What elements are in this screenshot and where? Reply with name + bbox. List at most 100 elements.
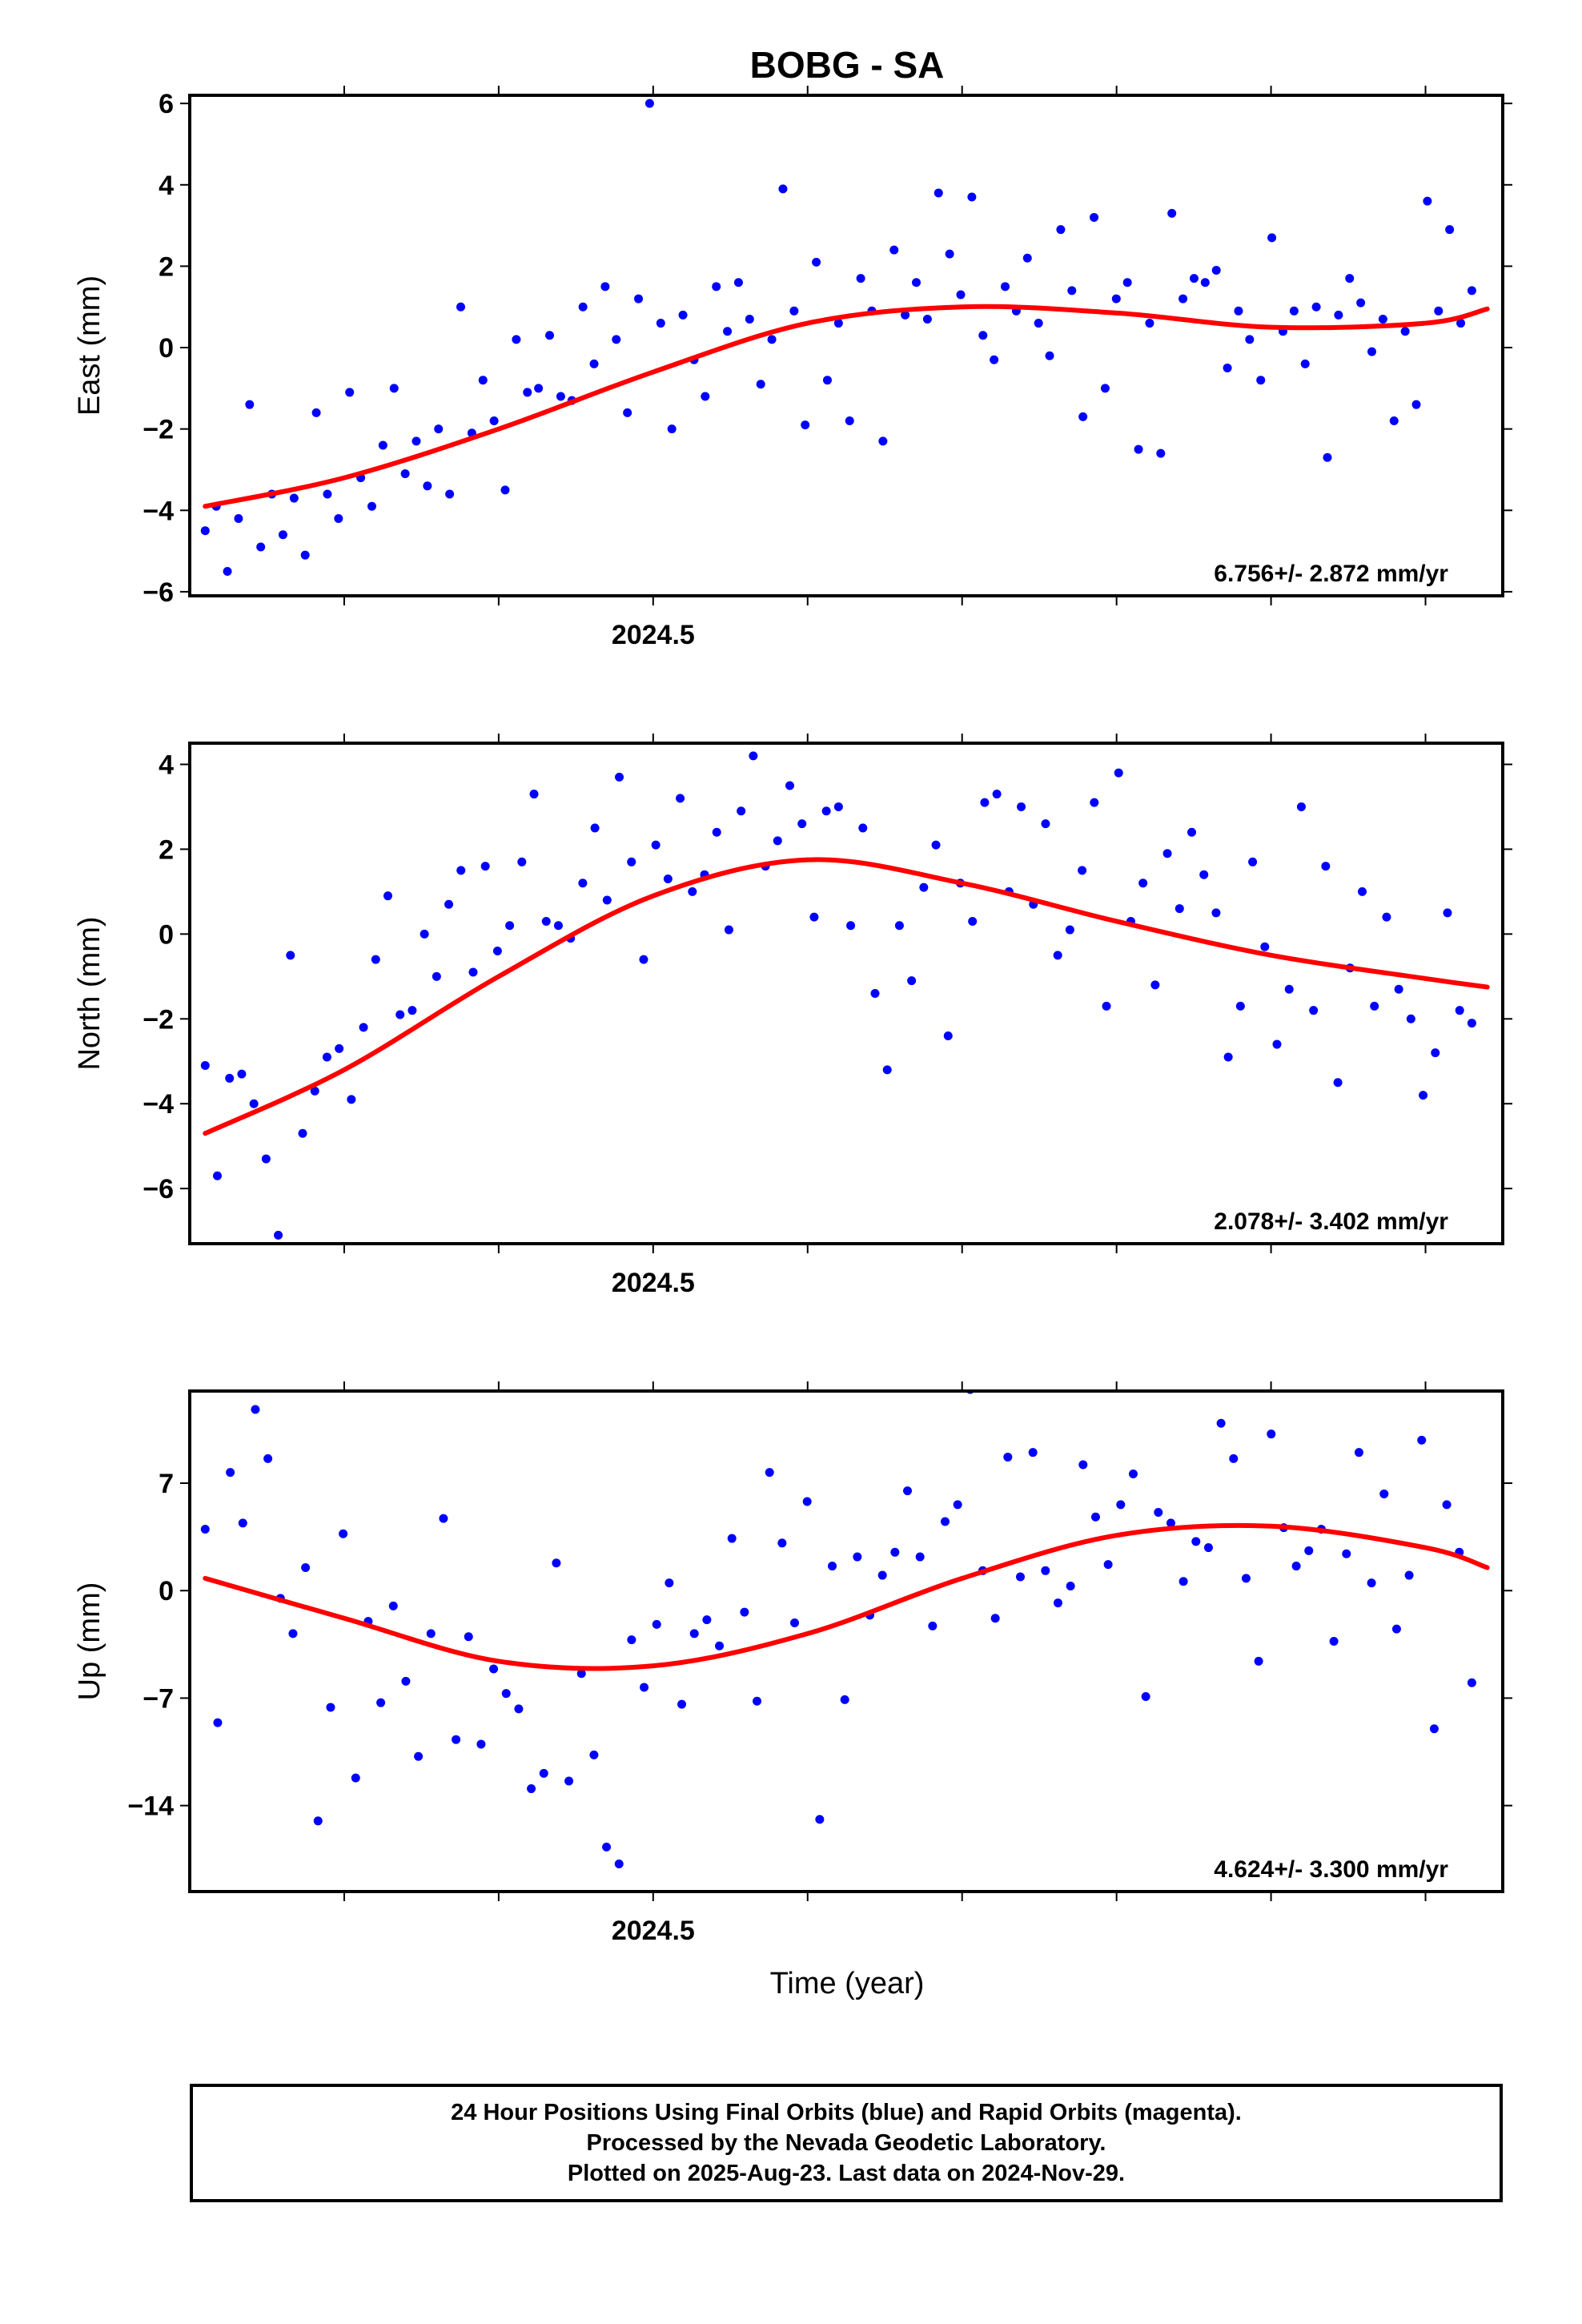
data-point — [322, 1052, 331, 1062]
data-point — [378, 440, 387, 450]
data-point — [990, 355, 999, 364]
data-point — [234, 513, 243, 523]
data-point — [912, 278, 921, 287]
data-point — [1187, 827, 1197, 837]
data-point — [339, 1529, 348, 1538]
x-axis-label: Time (year) — [770, 1967, 925, 2000]
data-point — [978, 331, 988, 340]
data-point — [1090, 798, 1099, 807]
data-point — [656, 319, 665, 328]
data-point — [1256, 376, 1266, 385]
data-point — [1078, 1460, 1088, 1470]
data-point — [1429, 1724, 1439, 1734]
data-point — [956, 290, 966, 300]
data-point — [651, 840, 661, 850]
data-point — [298, 1128, 307, 1138]
data-point — [1456, 319, 1466, 328]
data-point — [1356, 298, 1366, 308]
data-point — [334, 513, 343, 523]
data-point — [1357, 887, 1367, 896]
data-point — [1114, 768, 1123, 778]
data-point — [856, 274, 865, 283]
data-point — [627, 857, 636, 866]
data-point — [1056, 225, 1066, 235]
data-point — [1138, 879, 1148, 888]
data-point — [1296, 802, 1306, 811]
y-tick-label: 4 — [159, 750, 174, 780]
data-point — [809, 912, 819, 922]
data-point — [501, 1689, 511, 1699]
data-point — [919, 883, 929, 892]
data-point — [968, 916, 978, 926]
y-tick-label: 0 — [159, 333, 174, 364]
data-point — [351, 1773, 360, 1783]
y-tick-label: −6 — [143, 577, 174, 608]
data-point — [928, 1621, 938, 1630]
data-point — [1178, 294, 1188, 304]
data-point — [1090, 212, 1099, 222]
data-point — [468, 967, 478, 977]
data-point — [1223, 1052, 1233, 1062]
y-tick-label: −6 — [143, 1174, 174, 1204]
data-point — [1443, 908, 1452, 918]
data-point — [877, 1570, 887, 1580]
data-point — [689, 1629, 699, 1638]
data-point — [1367, 347, 1377, 356]
data-point — [767, 335, 777, 344]
fit-curve — [203, 1522, 1490, 1671]
data-point — [676, 794, 685, 803]
y-tick-label: 4 — [159, 171, 174, 201]
data-point — [715, 1641, 725, 1651]
data-point — [492, 947, 502, 956]
data-point — [1382, 912, 1391, 922]
data-point — [1053, 1598, 1062, 1608]
data-point — [1434, 306, 1443, 316]
footer-line-2: Processed by the Nevada Geodetic Laborat… — [586, 2130, 1106, 2156]
data-point — [644, 99, 654, 108]
data-point — [1066, 1581, 1075, 1590]
data-point — [640, 1683, 649, 1692]
data-point — [278, 530, 287, 540]
data-point — [313, 1816, 323, 1826]
data-point — [274, 1230, 283, 1240]
data-point — [1022, 253, 1032, 263]
data-point — [1167, 208, 1177, 218]
y-tick-label: −2 — [143, 1004, 174, 1035]
data-point — [1103, 1560, 1113, 1570]
data-point — [1015, 1572, 1025, 1582]
data-point — [1017, 802, 1026, 811]
footer-line-3: Plotted on 2025-Aug-23. Last data on 202… — [567, 2161, 1126, 2186]
data-point — [773, 836, 782, 846]
data-point — [345, 388, 355, 397]
data-point — [347, 1095, 356, 1104]
data-point — [1200, 278, 1210, 287]
data-point — [833, 319, 843, 328]
data-point — [200, 1061, 210, 1071]
data-point — [1178, 1577, 1188, 1586]
data-point — [812, 257, 821, 267]
data-point — [785, 781, 795, 790]
data-point — [915, 1552, 925, 1562]
data-point — [889, 245, 899, 255]
y-tick-label: −7 — [143, 1683, 174, 1714]
data-point — [578, 302, 588, 312]
rate-label: 6.756+/- 2.872 mm/yr — [1214, 561, 1448, 587]
data-point — [1111, 294, 1121, 304]
data-point — [733, 278, 743, 287]
data-point — [1067, 286, 1077, 296]
data-point — [701, 392, 710, 401]
y-tick-label: 0 — [159, 919, 174, 950]
data-point — [1455, 1006, 1464, 1015]
data-point — [801, 420, 810, 430]
data-point — [426, 1629, 436, 1638]
data-point — [527, 1784, 536, 1794]
data-point — [1445, 225, 1455, 235]
data-point — [712, 282, 721, 292]
data-point — [423, 481, 432, 491]
data-point — [1300, 359, 1310, 368]
data-point — [553, 921, 563, 931]
data-point — [1272, 1039, 1282, 1049]
data-point — [612, 335, 621, 344]
data-point — [1191, 1537, 1201, 1546]
data-point — [1391, 1624, 1401, 1634]
